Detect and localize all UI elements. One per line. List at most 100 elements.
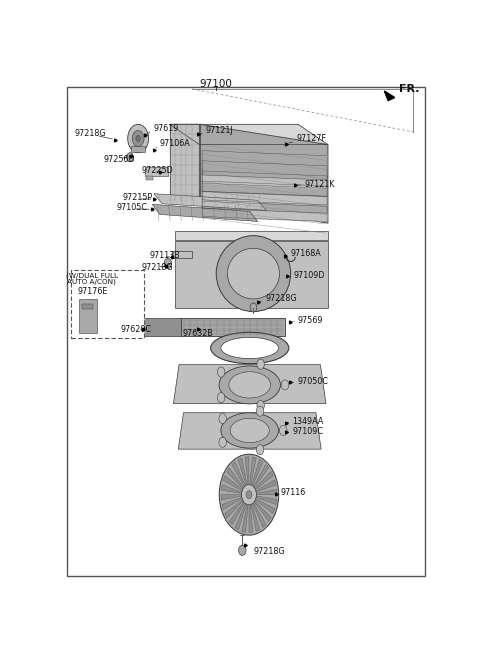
Text: 97176E: 97176E — [78, 287, 108, 296]
Text: 97218G: 97218G — [253, 547, 285, 556]
Circle shape — [219, 438, 227, 447]
Ellipse shape — [229, 372, 271, 398]
Polygon shape — [181, 317, 285, 336]
Polygon shape — [172, 251, 192, 258]
Polygon shape — [202, 181, 327, 205]
Circle shape — [256, 406, 264, 417]
Ellipse shape — [221, 337, 278, 359]
Text: 97256D: 97256D — [104, 155, 135, 164]
Polygon shape — [223, 476, 243, 491]
Text: 97106A: 97106A — [160, 139, 191, 148]
Circle shape — [217, 393, 225, 403]
Polygon shape — [252, 459, 263, 487]
Circle shape — [164, 258, 172, 269]
Polygon shape — [145, 168, 168, 176]
Polygon shape — [221, 485, 242, 493]
Polygon shape — [249, 504, 253, 533]
Polygon shape — [254, 500, 271, 522]
Polygon shape — [251, 503, 260, 532]
Text: 97109D: 97109D — [294, 271, 325, 280]
Polygon shape — [170, 124, 200, 203]
Polygon shape — [242, 503, 248, 532]
Polygon shape — [255, 498, 275, 514]
Circle shape — [132, 131, 144, 147]
Polygon shape — [384, 91, 395, 101]
Circle shape — [128, 124, 148, 152]
Polygon shape — [255, 496, 276, 505]
Text: 1349AA: 1349AA — [292, 417, 324, 426]
Polygon shape — [252, 502, 266, 528]
Circle shape — [257, 401, 264, 411]
Ellipse shape — [216, 236, 290, 311]
Circle shape — [241, 485, 256, 505]
Polygon shape — [256, 489, 277, 495]
Ellipse shape — [230, 419, 269, 443]
Polygon shape — [170, 124, 328, 145]
Polygon shape — [202, 171, 327, 196]
Polygon shape — [222, 497, 243, 510]
Polygon shape — [232, 462, 246, 487]
Polygon shape — [253, 464, 269, 488]
Polygon shape — [141, 317, 181, 336]
Polygon shape — [173, 365, 326, 403]
Polygon shape — [255, 480, 276, 492]
Circle shape — [239, 545, 246, 555]
Text: 97225D: 97225D — [141, 166, 173, 175]
Text: 97215P: 97215P — [122, 193, 153, 202]
Polygon shape — [175, 231, 328, 240]
Circle shape — [281, 380, 289, 390]
Text: 97569: 97569 — [297, 316, 323, 325]
Text: 97218G: 97218G — [265, 294, 297, 304]
Polygon shape — [250, 457, 256, 486]
Text: 97109C: 97109C — [292, 428, 324, 436]
Text: 97050C: 97050C — [297, 377, 328, 386]
Text: 97121K: 97121K — [305, 179, 335, 189]
Text: 97116: 97116 — [280, 488, 305, 497]
Polygon shape — [235, 503, 246, 530]
Polygon shape — [152, 204, 258, 221]
Text: 97121J: 97121J — [206, 126, 233, 135]
Polygon shape — [178, 413, 321, 449]
Polygon shape — [202, 161, 327, 189]
Circle shape — [256, 445, 264, 455]
Text: 97105C: 97105C — [117, 204, 147, 212]
Polygon shape — [154, 194, 266, 210]
Polygon shape — [254, 471, 273, 490]
Text: 97619: 97619 — [153, 124, 179, 133]
Polygon shape — [225, 499, 244, 518]
Polygon shape — [132, 146, 145, 152]
Text: 97100: 97100 — [200, 79, 233, 89]
Circle shape — [250, 303, 257, 312]
Circle shape — [279, 425, 287, 436]
Ellipse shape — [219, 366, 280, 404]
Polygon shape — [238, 458, 247, 486]
Circle shape — [127, 152, 133, 162]
Circle shape — [246, 491, 252, 499]
Polygon shape — [202, 191, 327, 213]
Polygon shape — [227, 468, 244, 489]
Polygon shape — [200, 124, 328, 223]
Polygon shape — [83, 304, 94, 309]
Circle shape — [219, 454, 279, 535]
Text: 97620C: 97620C — [120, 325, 151, 334]
Bar — [71, 269, 144, 338]
Text: FR.: FR. — [398, 84, 419, 94]
Polygon shape — [202, 201, 327, 221]
Polygon shape — [229, 501, 245, 525]
Circle shape — [217, 367, 225, 377]
Text: 97113B: 97113B — [149, 252, 180, 260]
Ellipse shape — [211, 332, 289, 364]
Text: 97218G: 97218G — [141, 263, 173, 271]
Text: (W/DUAL FULL: (W/DUAL FULL — [66, 273, 118, 279]
Ellipse shape — [228, 248, 279, 299]
Text: 97168A: 97168A — [290, 249, 322, 258]
Circle shape — [219, 413, 227, 424]
Text: 97218G: 97218G — [75, 129, 107, 138]
Polygon shape — [146, 176, 153, 180]
Polygon shape — [79, 299, 97, 333]
Text: 97127F: 97127F — [297, 134, 326, 143]
Polygon shape — [221, 495, 242, 500]
Circle shape — [136, 135, 140, 141]
Text: 97632B: 97632B — [183, 328, 214, 338]
Polygon shape — [202, 150, 327, 180]
